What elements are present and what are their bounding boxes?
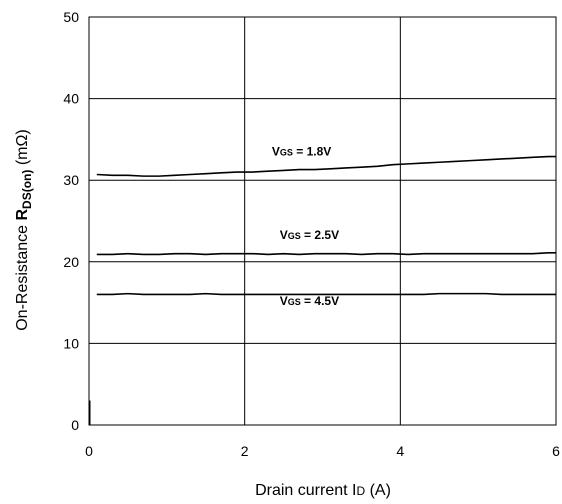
series-label: VGS = 4.5V [280, 294, 339, 308]
x-tick-label: 4 [396, 443, 404, 459]
x-tick-label: 2 [241, 443, 249, 459]
y-tick-label: 10 [63, 335, 79, 351]
series-group [96, 155, 556, 296]
x-axis-title: Drain current ID (A) [255, 482, 391, 499]
x-tick-label: 0 [85, 443, 93, 459]
plot-border [88, 16, 557, 426]
series-line [96, 155, 556, 177]
series-labels: VGS = 1.8V VGS = 2.5V VGS = 4.5V [272, 145, 339, 308]
y-axis-title: On-Resistance RDS(on) (mΩ) [14, 129, 34, 331]
plot-frame [88, 16, 557, 426]
grid [88, 16, 557, 426]
tick-labels: 0 10 20 30 40 50 0 2 4 6 [63, 9, 560, 459]
y-tick-label: 20 [63, 254, 79, 270]
series-label: VGS = 2.5V [280, 228, 339, 242]
y-tick-label: 40 [63, 91, 79, 107]
series-label: VGS = 1.8V [272, 145, 331, 159]
y-tick-label: 50 [63, 9, 79, 25]
series-line [96, 292, 556, 296]
series-line [96, 252, 556, 256]
y-tick-label: 0 [71, 417, 79, 433]
y-tick-label: 30 [63, 172, 79, 188]
x-tick-label: 6 [552, 443, 560, 459]
